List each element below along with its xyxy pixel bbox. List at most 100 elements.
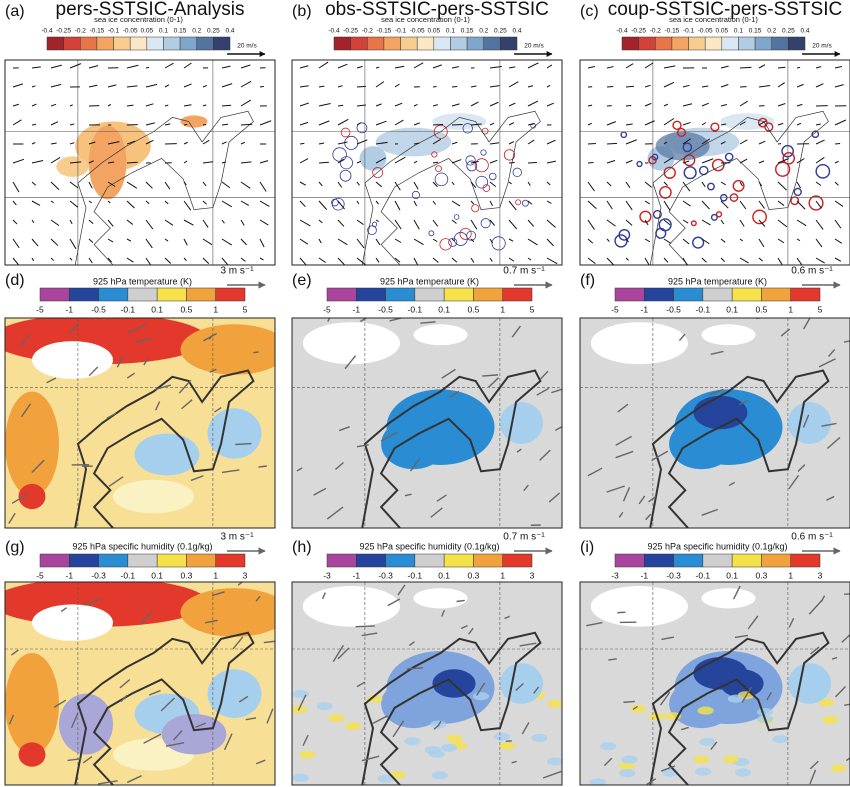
wind-vector [164, 62, 174, 69]
wind-vector [606, 142, 618, 145]
wind-vector [375, 141, 388, 145]
contour-loop [372, 167, 384, 179]
wind-vector [116, 356, 124, 368]
colorbar-box [127, 553, 158, 568]
colorbar-tick-label: -0.3 [666, 570, 681, 580]
coastline [649, 110, 829, 265]
wind-vector [546, 257, 558, 265]
wind-vector [766, 691, 772, 701]
wind-vector [394, 156, 406, 164]
colorbar-title: 925 hPa temperature (K) [93, 276, 192, 286]
wind-vector [258, 465, 267, 468]
wind-vector [777, 158, 789, 164]
map-frame [579, 317, 850, 529]
wind-vector [50, 83, 62, 88]
wind-vector [701, 122, 707, 126]
wind-vector [240, 200, 249, 206]
wind-vector [160, 697, 175, 712]
wind-vector [164, 200, 169, 205]
wind-vector [720, 238, 726, 243]
wind-vector [608, 658, 617, 661]
wind-vector [299, 142, 305, 145]
wind-vector [663, 181, 669, 187]
wind-vector [701, 238, 710, 245]
wind-vector [183, 181, 187, 186]
wind-vector [12, 103, 20, 107]
wind-vector [508, 122, 515, 126]
wind-vector [154, 384, 172, 391]
wind-vector [394, 181, 401, 191]
coastline [649, 369, 830, 528]
wind-vector [796, 257, 803, 265]
colorbar-tick-label: -0.1 [408, 570, 423, 580]
wind-vector [88, 257, 93, 264]
colorbar-box [127, 287, 158, 302]
wind-vector [739, 200, 747, 210]
field-patch [375, 127, 452, 157]
field-patch [499, 741, 516, 750]
wind-vector [432, 123, 444, 126]
wind-vector [299, 238, 309, 245]
wind-vector [710, 741, 718, 751]
colorbar-box [702, 287, 733, 302]
wind-vector [164, 84, 170, 88]
contour-loop [782, 152, 796, 165]
wind-vector [360, 318, 368, 322]
wind-vector [108, 476, 124, 487]
wind-vector [796, 83, 804, 88]
contour-loop [474, 158, 489, 173]
wind-vector [815, 181, 822, 186]
wind-vector [625, 238, 629, 243]
wind-vector [88, 200, 92, 204]
wind-vector [682, 121, 691, 126]
wind-vector [126, 64, 139, 69]
contour-loop [453, 214, 460, 220]
colorbar-tick-label: 0.3 [756, 570, 768, 580]
wind-vector [780, 328, 791, 337]
wind-vector [470, 238, 475, 243]
contour-loop [339, 169, 352, 182]
wind-vector [796, 238, 801, 242]
colorbar-tick-label: 0.15 [461, 28, 474, 35]
wind-vector [432, 238, 438, 243]
contour-loop [512, 167, 522, 178]
wind-vector [728, 481, 736, 487]
wind-vector [337, 219, 345, 227]
colorbar-box [450, 36, 468, 51]
wind-vector [69, 181, 79, 189]
wind-vector [19, 334, 31, 347]
wind-vector [375, 103, 382, 107]
wind-vector [183, 62, 192, 69]
wind-vector [164, 257, 172, 264]
map [292, 60, 562, 265]
wind-vector [164, 104, 169, 107]
wind-vector [120, 694, 128, 703]
contour-loop [710, 122, 720, 132]
wind-vector [815, 238, 823, 248]
contour-loop [815, 163, 831, 179]
colorbar-tick-label: 0.2 [767, 28, 776, 35]
wind-vector [508, 257, 515, 262]
wind-vector [586, 621, 603, 627]
wind-vector [397, 584, 406, 596]
wind-vector [299, 102, 310, 107]
wind-vector [214, 407, 222, 413]
wind-vector [777, 219, 788, 228]
wind-vector [663, 157, 674, 164]
wind-vector [394, 83, 400, 88]
wind-vector [69, 219, 73, 225]
wind-vector [739, 66, 752, 69]
contour-loop [659, 186, 672, 199]
field-patch [772, 735, 789, 744]
wind-vector [31, 85, 36, 88]
wind-vector [432, 85, 437, 88]
wind-vector [107, 219, 114, 227]
contour-loop [480, 218, 491, 229]
wind-vector [12, 119, 22, 126]
wind-vector [777, 257, 783, 265]
colorbar-box [702, 553, 733, 568]
wind-vector [126, 140, 136, 145]
colorbar-tick-label: 0.2 [479, 28, 488, 35]
colorbar-tick-label: 5 [243, 304, 248, 314]
wind-vector [815, 257, 825, 264]
